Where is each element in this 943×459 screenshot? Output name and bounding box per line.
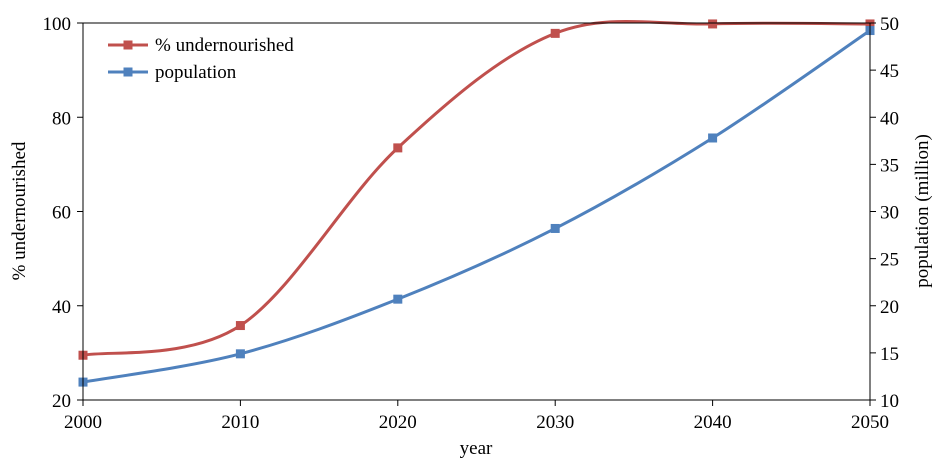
legend-label-population: population	[155, 62, 237, 83]
data-point-population	[708, 133, 718, 143]
x-tick-label: 2030	[536, 412, 574, 433]
data-point-undernourished	[550, 28, 560, 38]
y-right-tick-label: 45	[880, 61, 899, 82]
y-left-tick-label: 60	[52, 203, 71, 224]
y-axis-left-title: % undernourished	[9, 141, 30, 280]
data-point-undernourished	[708, 19, 718, 29]
y-right-tick-label: 30	[880, 203, 899, 224]
ticks-layer: 2000 2010 2020 2030 2040 20502040608010010152…	[43, 14, 900, 433]
y-right-tick-label: 15	[880, 344, 899, 365]
x-tick-label: 2040	[694, 412, 732, 433]
y-left-tick-label: 80	[52, 108, 71, 129]
series-layer	[78, 19, 875, 387]
y-right-tick-label: 20	[880, 297, 899, 318]
legend-marker-population	[123, 67, 133, 77]
data-point-population	[393, 294, 403, 304]
x-tick-label: 2010	[221, 412, 259, 433]
legend: % undernourished population	[108, 35, 294, 83]
series-line-undernourished	[81, 19, 872, 357]
y-right-tick-label: 35	[880, 155, 899, 176]
y-left-tick-label: 20	[52, 391, 71, 412]
data-point-population	[235, 349, 245, 359]
x-tick-label: 2020	[379, 412, 417, 433]
x-tick-label: 2050	[851, 412, 889, 433]
data-point-undernourished	[393, 143, 403, 153]
y-left-tick-label: 100	[43, 14, 72, 35]
x-tick-label: 2000	[64, 412, 102, 433]
y-left-tick-label: 40	[52, 297, 71, 318]
data-point-population	[550, 223, 560, 233]
series-line-population	[81, 29, 872, 384]
y-axis-right-title: population (million)	[912, 134, 933, 288]
y-right-tick-label: 40	[880, 108, 899, 129]
y-right-tick-label: 10	[880, 391, 899, 412]
x-axis-title: year	[460, 438, 493, 459]
legend-marker-undernourished	[123, 40, 133, 50]
y-right-tick-label: 50	[880, 14, 899, 35]
data-point-undernourished	[235, 321, 245, 331]
legend-label-undernourished: % undernourished	[155, 35, 294, 56]
y-right-tick-label: 25	[880, 250, 899, 271]
